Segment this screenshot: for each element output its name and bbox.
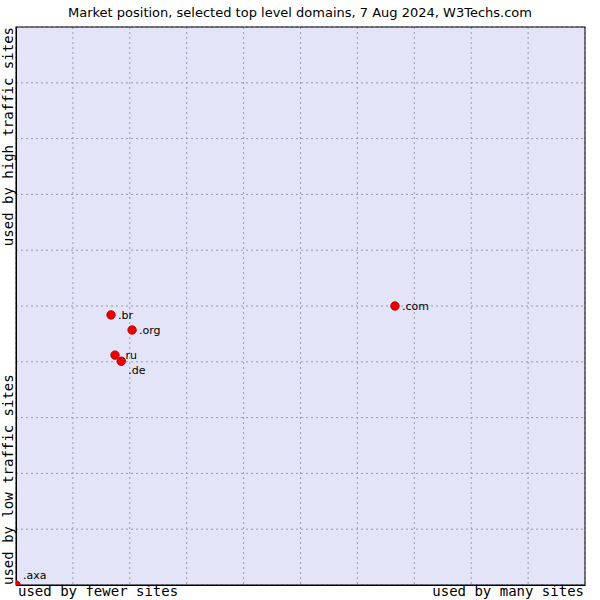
points xyxy=(16,302,399,585)
grid-line-y xyxy=(16,529,585,530)
chart: Market position, selected top level doma… xyxy=(0,0,600,600)
grid-line-x xyxy=(129,27,130,585)
point-label: .br xyxy=(118,309,133,322)
point-label: .com xyxy=(402,300,429,313)
point xyxy=(128,326,136,334)
x-axis-label-high: used by many sites xyxy=(432,583,584,599)
grid-line-y xyxy=(16,194,585,195)
point-labels: .br .org.ru .de .com .axa xyxy=(23,300,429,582)
point-label: .axa xyxy=(23,569,47,582)
x-axis-label-low: used by fewer sites xyxy=(18,583,178,599)
plot-frame xyxy=(16,27,585,585)
grid-line-x xyxy=(243,27,244,585)
grid-line-y xyxy=(16,306,585,307)
grid-line-y xyxy=(16,361,585,362)
grid xyxy=(16,27,585,585)
plot-background xyxy=(16,27,585,585)
grid-line-y xyxy=(16,417,585,418)
y-axis-line xyxy=(16,28,17,586)
grid-line-y xyxy=(16,473,585,474)
grid-line-x xyxy=(300,27,301,585)
point xyxy=(391,302,399,310)
grid-line-y xyxy=(16,250,585,251)
title: Market position, selected top level doma… xyxy=(68,5,532,20)
point-label: .ru xyxy=(122,349,137,362)
point-label: .de xyxy=(128,364,145,377)
point-label: .org xyxy=(139,324,161,337)
point xyxy=(107,311,115,319)
y-axis-label-low: used by low traffic sites xyxy=(0,374,16,585)
grid-line-y xyxy=(16,82,585,83)
y-axis-label-high: used by high traffic sites xyxy=(0,27,16,246)
point xyxy=(16,581,20,585)
grid-line-y xyxy=(16,138,585,139)
